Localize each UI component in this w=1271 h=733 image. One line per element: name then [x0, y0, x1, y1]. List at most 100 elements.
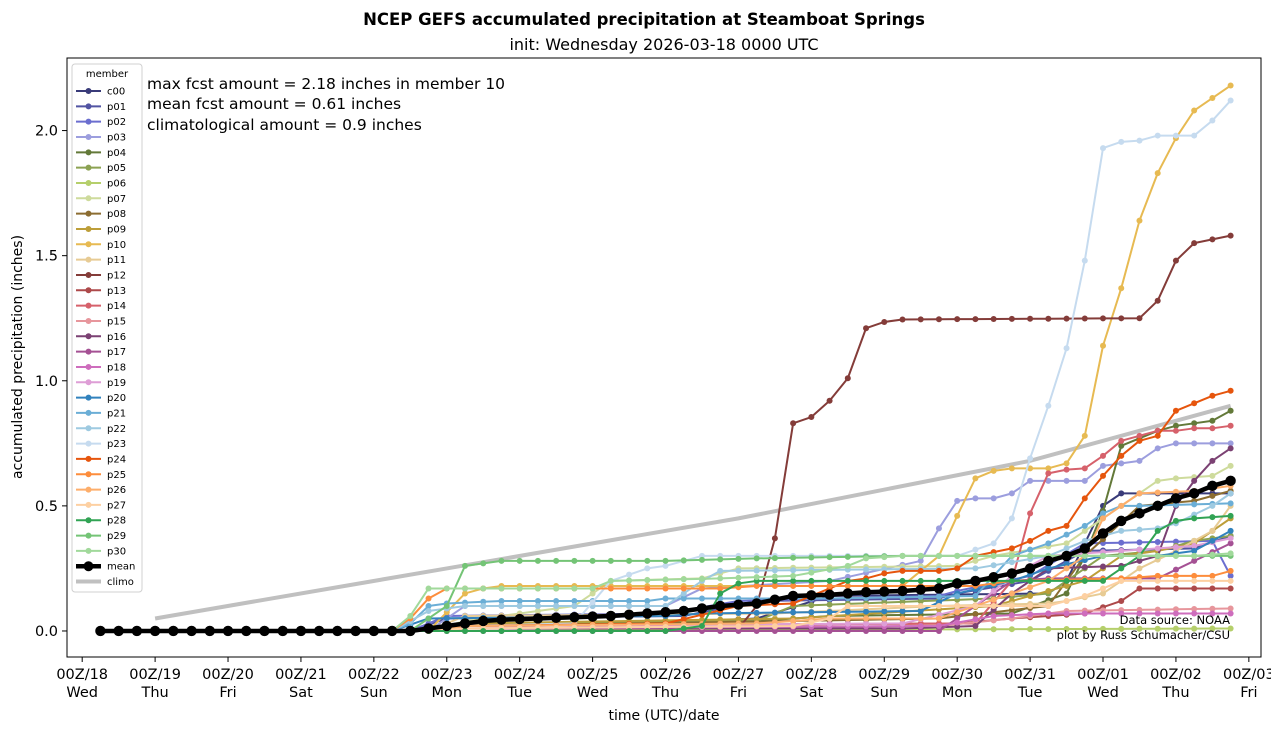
data-point-p27	[863, 602, 870, 609]
data-point-p10	[1154, 170, 1161, 177]
data-point-p06	[1063, 626, 1070, 633]
data-point-p21	[680, 595, 687, 602]
legend-label: p23	[107, 439, 126, 450]
legend-item-p27: p27	[76, 500, 126, 511]
data-point-p25	[680, 585, 687, 592]
data-point-p21	[425, 602, 432, 609]
data-point-p18	[935, 622, 942, 629]
data-point-p18	[1008, 612, 1015, 619]
legend-label: p21	[107, 408, 126, 419]
data-point-p10	[1027, 465, 1034, 472]
data-point-p12	[1063, 315, 1070, 322]
data-point-p12	[826, 397, 833, 404]
x-tick-label: 00Z/31	[1004, 667, 1056, 683]
data-point-p12	[1227, 232, 1234, 239]
legend-marker	[85, 333, 92, 340]
data-point-p30	[826, 566, 833, 573]
data-point-p13	[1172, 585, 1179, 592]
data-point-mean	[95, 625, 106, 637]
data-point-mean	[222, 625, 234, 637]
data-point-p17	[771, 627, 778, 634]
data-point-p27	[1154, 577, 1161, 584]
data-point-p18	[1172, 610, 1179, 617]
data-point-p30	[571, 585, 578, 592]
x-tick-day: Mon	[431, 685, 462, 701]
chart-subtitle: init: Wednesday 2026-03-18 0000 UTC	[509, 35, 818, 54]
data-point-p20	[1209, 537, 1216, 544]
data-point-p23	[626, 571, 633, 578]
data-point-p30	[972, 552, 979, 559]
data-point-p21	[571, 597, 578, 604]
data-point-p22	[735, 567, 742, 574]
data-point-mean	[550, 612, 562, 624]
legend-label: p25	[107, 470, 126, 481]
data-point-p27	[990, 602, 997, 609]
data-point-p12	[881, 318, 888, 325]
data-point-p23	[1100, 145, 1107, 152]
data-point-p30	[516, 585, 523, 592]
legend-marker	[85, 486, 92, 493]
series-line-p10	[100, 84, 1232, 632]
data-point-p25	[790, 582, 797, 589]
data-point-p30	[680, 576, 687, 583]
data-point-mean	[933, 583, 945, 594]
legend-label: p27	[107, 500, 126, 511]
data-point-p10	[1008, 465, 1015, 472]
data-point-p17	[1172, 566, 1179, 573]
legend-marker	[85, 532, 92, 539]
data-point-p23	[1191, 132, 1198, 139]
legend-label: p20	[107, 393, 126, 404]
data-point-p29	[607, 557, 614, 564]
data-point-p30	[1209, 551, 1216, 558]
y-tick-label: 1.0	[35, 374, 58, 390]
data-point-p18	[1191, 610, 1198, 617]
legend-item-p01: p01	[76, 102, 126, 113]
data-point-p30	[1027, 552, 1034, 559]
legend-label: p13	[107, 286, 126, 297]
data-point-p20	[771, 609, 778, 616]
data-point-p27	[1172, 577, 1179, 584]
data-point-p14	[1100, 452, 1107, 459]
data-point-p23	[1136, 137, 1143, 144]
data-point-p17	[844, 627, 851, 634]
data-point-p03	[917, 557, 924, 564]
data-point-p03	[1027, 477, 1034, 484]
legend-item-p16: p16	[76, 332, 126, 343]
chart-title: NCEP GEFS accumulated precipitation at S…	[363, 10, 925, 29]
data-point-p25	[1191, 572, 1198, 579]
data-point-mean	[569, 612, 580, 623]
data-point-mean	[386, 625, 398, 637]
data-point-p14	[1172, 427, 1179, 434]
data-point-mean	[1207, 480, 1218, 492]
legend-marker	[85, 271, 92, 278]
data-point-p30	[863, 555, 870, 562]
data-point-p30	[462, 585, 468, 592]
data-point-p03	[972, 495, 979, 502]
data-point-p27	[1136, 577, 1143, 584]
data-point-p14	[1027, 510, 1034, 517]
data-point-p22	[553, 602, 560, 609]
legend-marker	[85, 317, 92, 324]
x-tick-day: Thu	[1161, 685, 1189, 701]
data-point-p28	[1172, 517, 1179, 524]
data-point-p24	[954, 565, 961, 572]
legend-item-p12: p12	[76, 270, 126, 281]
data-point-p28	[735, 580, 742, 587]
data-point-p02	[1118, 539, 1125, 546]
data-point-p12	[771, 535, 778, 542]
data-point-p30	[498, 585, 505, 592]
data-point-p24	[1227, 387, 1234, 394]
data-point-mean	[168, 625, 179, 637]
legend-item-p30: p30	[76, 546, 126, 557]
data-point-p28	[698, 622, 705, 629]
data-point-p20	[1045, 565, 1052, 572]
legend-marker	[85, 425, 92, 432]
legend-label: p07	[107, 194, 126, 205]
data-point-p07	[534, 607, 541, 614]
data-point-p23	[1045, 402, 1052, 409]
data-point-p21	[954, 593, 961, 600]
data-point-p06	[1154, 625, 1161, 632]
data-point-p30	[1100, 552, 1107, 559]
data-point-p16	[972, 622, 979, 629]
legend-label: p03	[107, 132, 126, 143]
